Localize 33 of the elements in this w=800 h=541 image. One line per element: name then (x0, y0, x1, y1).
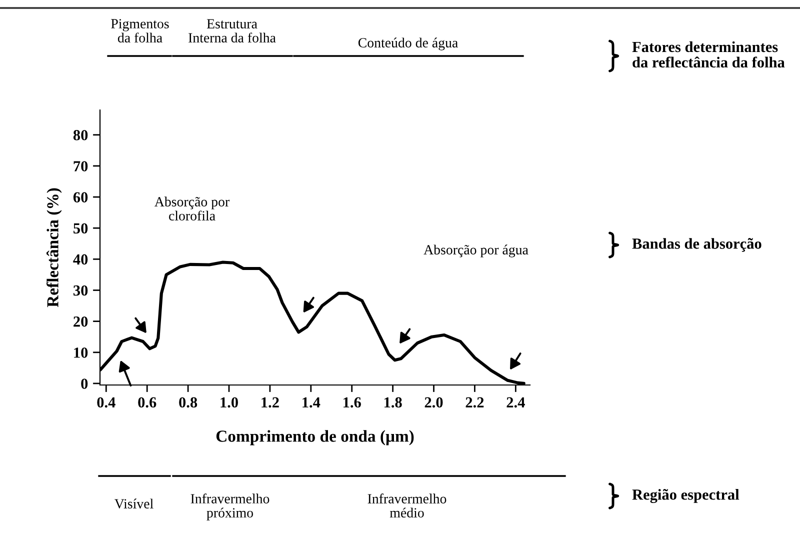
text: Região espectral (632, 489, 740, 503)
x-tick-label: 0.4 (97, 397, 116, 408)
text: Visível (114, 498, 154, 509)
x-tick-label: 0.8 (179, 397, 198, 408)
text: Pigmentos da folha (111, 19, 169, 42)
text: Infravermelho médio (368, 494, 446, 518)
y-tick-label: 50 (74, 223, 88, 234)
text: Infravermelho próximo (190, 494, 270, 520)
y-tick-label: 0 (81, 378, 88, 389)
y-tick-label: 60 (73, 192, 88, 202)
text: Conteúdo de água (358, 38, 458, 50)
annotation: Absorção por água (424, 244, 528, 258)
x-tick-label: 1.0 (220, 397, 238, 408)
y-tick-label: 40 (73, 254, 88, 265)
x-axis-title: Comprimento de onda (μm) (216, 430, 414, 446)
x-tick-label: 1.8 (384, 397, 402, 408)
x-tick-label: 2.0 (424, 397, 443, 408)
y-tick-label: 10 (74, 348, 88, 358)
y-tick-label: 20 (74, 316, 88, 327)
text: Bandas de absorção (632, 238, 762, 252)
x-tick-label: 1.2 (262, 397, 279, 408)
text: Fatores determinantes da reflectância da folha (632, 41, 785, 68)
y-axis-title: Reflectância (%) (46, 188, 62, 308)
y-tick-label: 80 (73, 130, 88, 140)
x-tick-label: 0.6 (138, 397, 156, 408)
x-tick-label: 1.6 (344, 397, 361, 408)
x-tick-label: 2.2 (466, 397, 484, 408)
text: Estrutura Interna da folha (188, 19, 276, 42)
annotation: Absorção por clorofila (154, 196, 230, 220)
y-tick-label: 70 (74, 161, 88, 172)
x-tick-label: 1.4 (302, 397, 320, 408)
x-tick-label: 2.4 (506, 397, 525, 408)
y-tick-label: 30 (73, 285, 88, 296)
